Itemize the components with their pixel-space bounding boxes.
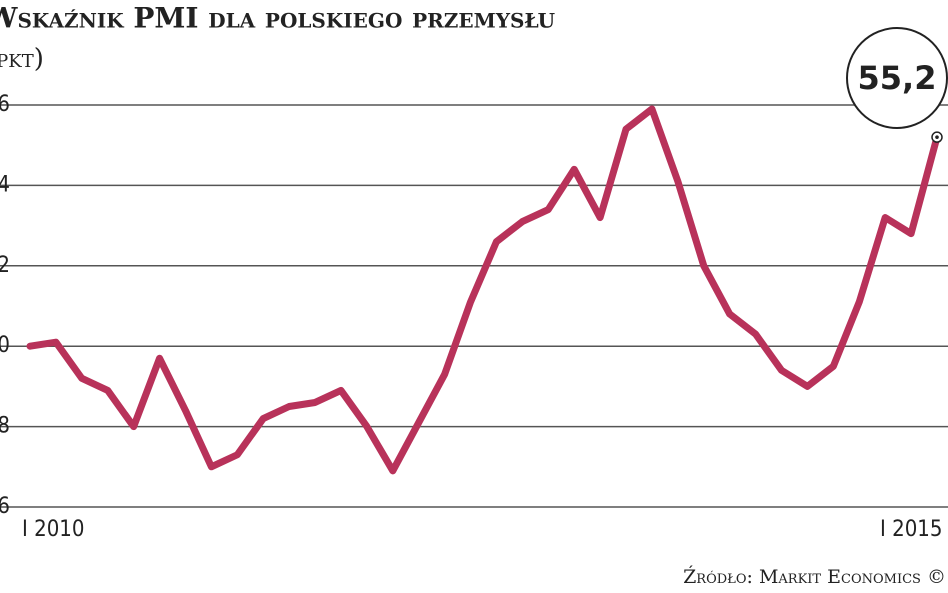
y-tick-label: 46	[0, 494, 10, 519]
source: Źródło: Markit Economics ©	[683, 565, 946, 588]
y-tick-label: 54	[0, 172, 10, 197]
point-dot	[935, 135, 939, 139]
y-tick-label: 50	[0, 333, 10, 358]
value-label: 55,2	[858, 59, 937, 97]
label-circle	[846, 27, 948, 129]
y-tick-label: 52	[0, 253, 10, 278]
data-line	[26, 105, 941, 475]
chart-title: Wskaźnik PMI dla polskiego przemysłu	[0, 2, 555, 35]
x-tick-label: I 2010	[22, 517, 84, 542]
y-tick-label: 56	[0, 92, 10, 117]
x-tick-label: I 2015	[880, 517, 942, 542]
y-tick-label: 48	[0, 414, 10, 439]
chart-subtitle: (pkt)	[0, 44, 44, 74]
